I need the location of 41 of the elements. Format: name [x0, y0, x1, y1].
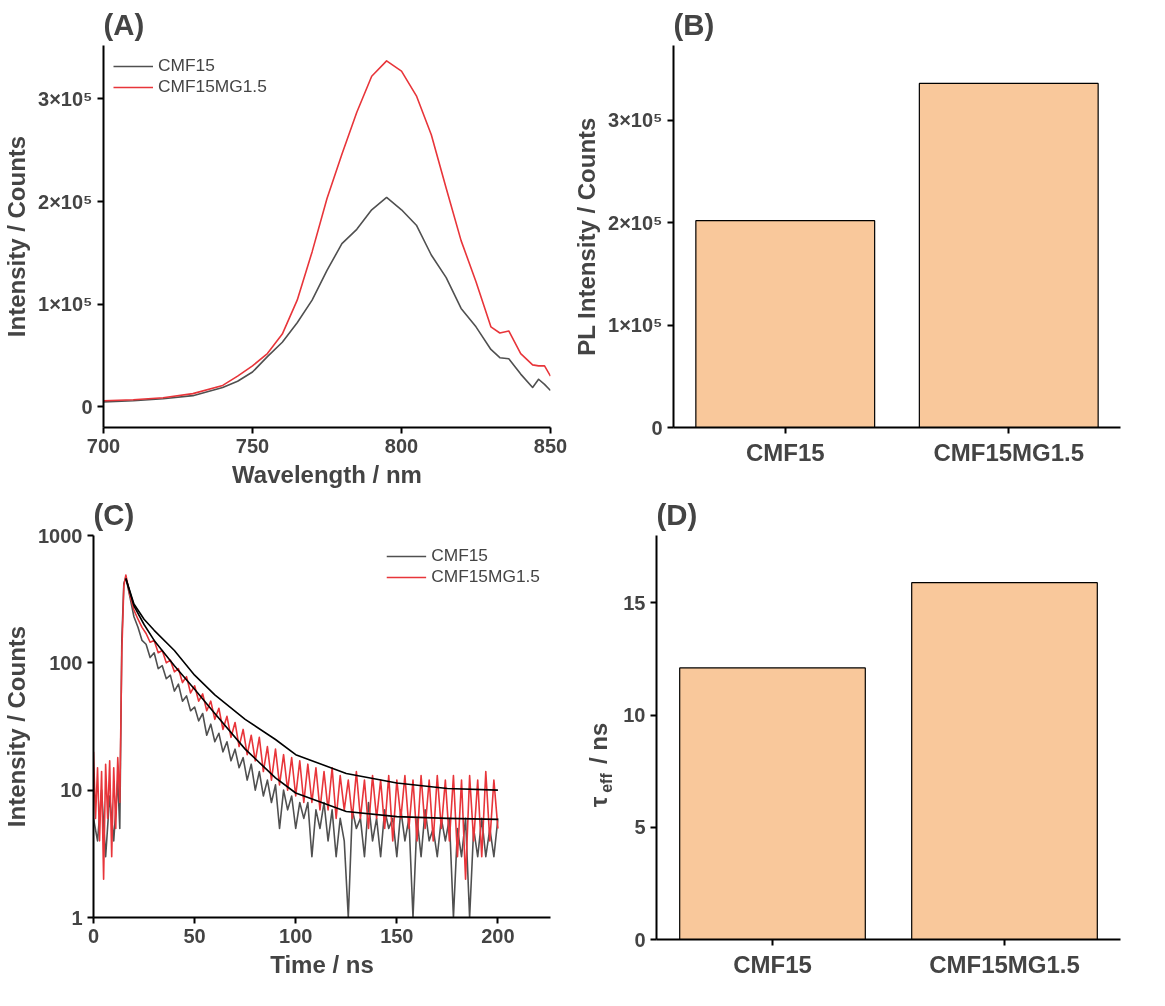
y-tick-label: 1×10⁵: [608, 314, 663, 337]
y-tick-label: 100: [49, 651, 83, 674]
x-tick-label: CMF15: [745, 438, 825, 466]
y-tick-label: 15: [623, 591, 646, 614]
y-tick-label: 0: [651, 416, 663, 439]
y-tick-label: 2×10⁵: [38, 190, 93, 213]
legend-label: CMF15: [158, 55, 215, 76]
y-tick-label: 1000: [38, 524, 83, 547]
y-tick-label: 0: [81, 395, 93, 418]
x-tick-label: 750: [235, 434, 270, 457]
x-tick-label: CMF15MG1.5: [933, 438, 1085, 466]
y-tick-label: 10: [623, 704, 646, 727]
x-tick-label: 150: [380, 924, 414, 947]
y-tick-label: 1: [71, 906, 83, 929]
legend-label: CMF15: [431, 545, 488, 566]
legend-label: CMF15MG1.5: [158, 76, 267, 97]
y-tick-label: 10: [60, 779, 83, 802]
x-axis-title: Wavelength / nm: [232, 460, 422, 488]
x-tick-label: 700: [86, 434, 121, 457]
y-tick-label: 5: [634, 816, 646, 839]
y-tick-label: 3×10⁵: [38, 87, 93, 110]
chart-title: (A): [103, 7, 145, 41]
x-axis-title: Time / ns: [270, 950, 374, 978]
chart-title: (C): [93, 497, 135, 531]
legend-label: CMF15MG1.5: [431, 566, 540, 587]
chart-title: (D): [656, 497, 698, 531]
y-tick-label: 1×10⁵: [38, 293, 93, 316]
y-axis-title: PL Intensity / Counts: [573, 117, 601, 356]
y-tick-label: 3×10⁵: [608, 109, 663, 132]
x-tick-label: 50: [183, 924, 206, 947]
x-tick-label: 100: [279, 924, 313, 947]
chart-title: (B): [673, 7, 715, 41]
x-tick-label: 850: [533, 434, 568, 457]
y-axis-title: τeff / ns: [584, 722, 615, 808]
x-tick-label: 800: [384, 434, 419, 457]
line-series: [103, 196, 551, 403]
y-axis-title: Intensity / Counts: [3, 135, 31, 338]
y-tick-label: 2×10⁵: [608, 211, 663, 234]
y-axis-title: Intensity / Counts: [3, 625, 31, 828]
line-series: [103, 60, 551, 402]
x-tick-label: 200: [481, 924, 515, 947]
